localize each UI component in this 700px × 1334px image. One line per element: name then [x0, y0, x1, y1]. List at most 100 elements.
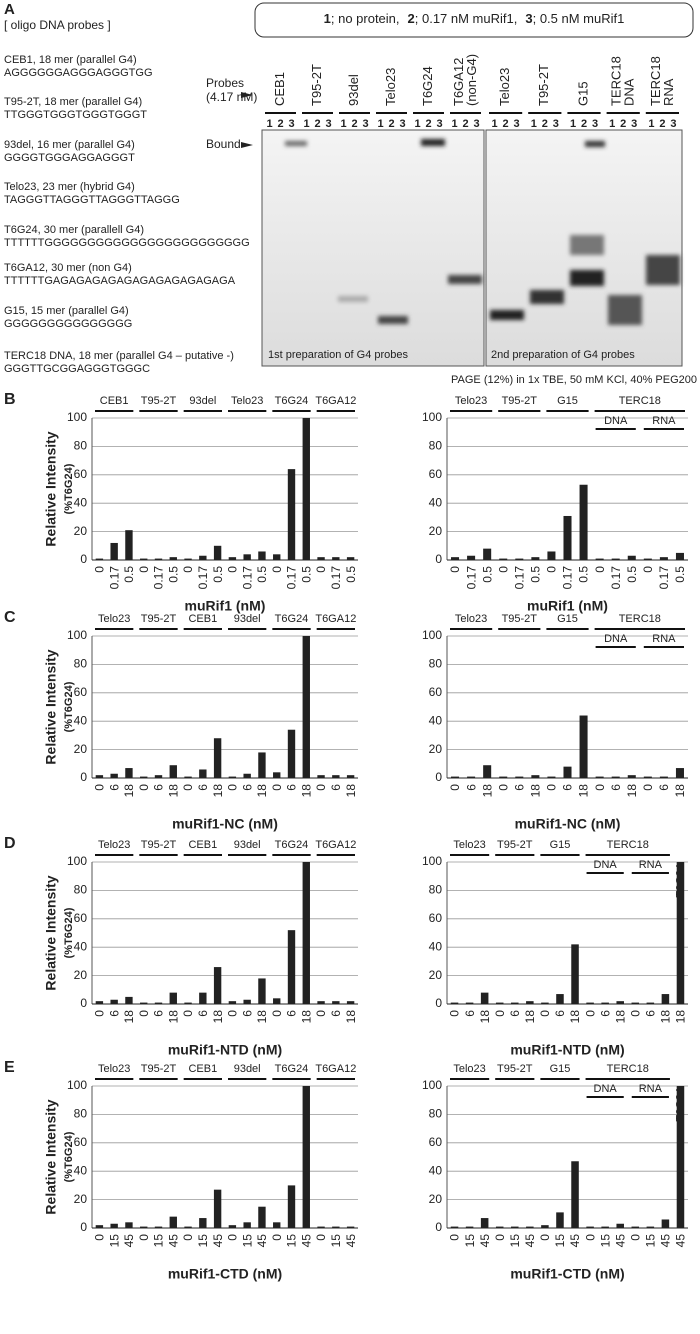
x-tick-label: 45: [344, 1234, 358, 1248]
subgroup-label: DNA: [594, 859, 618, 871]
x-tick-label: 0: [137, 1010, 151, 1017]
lane-number: 1: [648, 118, 654, 130]
group-label: T6GA12: [315, 395, 356, 407]
bar: [302, 636, 310, 778]
y-tick-label: 60: [74, 911, 88, 925]
x-tick-label: 0: [593, 566, 607, 573]
lane-number: 2: [659, 118, 665, 130]
gel-band: [570, 235, 604, 255]
y-axis-subtitle: (%T6G24): [63, 907, 75, 958]
bar: [95, 1225, 104, 1228]
bar: [258, 1206, 266, 1228]
group-label: T6GA12: [315, 1063, 356, 1075]
x-tick-label: 0: [226, 784, 240, 791]
x-tick-label: 0.17: [152, 566, 166, 590]
y-tick-label: 40: [74, 713, 88, 727]
y-tick-label: 100: [67, 410, 87, 424]
y-tick-label: 60: [74, 467, 88, 481]
bar: [467, 776, 476, 778]
x-tick-label: 6: [329, 1010, 343, 1017]
bar: [228, 1001, 237, 1004]
probe-name: T6G24, 30 mer (parallell G4): [4, 224, 144, 236]
panel-label: C: [4, 609, 16, 626]
x-tick-label: 0.5: [673, 566, 687, 583]
group-label: T6G24: [674, 1088, 686, 1122]
x-tick-label: 0: [314, 566, 328, 573]
group-label: 93del: [234, 613, 261, 625]
lane-number: 1: [377, 118, 383, 130]
group-label: CEB1: [188, 839, 217, 851]
bar: [579, 715, 588, 778]
x-tick-label: 0: [448, 566, 462, 573]
gel-band: [608, 295, 642, 325]
probe-name: G15, 15 mer (parallel G4): [4, 305, 129, 317]
y-tick-label: 80: [74, 439, 88, 453]
lane-label: TERC18: [648, 56, 663, 106]
x-tick-label: 0.17: [561, 566, 575, 590]
gel-band: [530, 290, 564, 304]
x-tick-label: 15: [329, 1234, 343, 1248]
group-label: T6G24: [275, 839, 309, 851]
y-tick-label: 0: [435, 770, 442, 784]
y-tick-label: 40: [429, 713, 443, 727]
x-tick-label: 6: [196, 1010, 210, 1017]
bar: [675, 768, 684, 778]
bar: [228, 557, 237, 560]
x-tick-label: 0: [493, 1010, 507, 1017]
bar: [243, 999, 251, 1004]
x-tick-label: 0: [270, 784, 284, 791]
group-label: T95-2T: [497, 839, 533, 851]
x-tick-label: 18: [529, 784, 543, 798]
bar: [258, 752, 266, 778]
x-axis-title: muRif1-CTD (nM): [168, 1266, 282, 1282]
y-tick-label: 20: [429, 968, 443, 982]
y-tick-label: 100: [422, 628, 442, 642]
x-tick-label: 15: [463, 1234, 477, 1248]
probe-name: 93del, 16 mer (parallel G4): [4, 139, 135, 151]
probe-name: TERC18 DNA, 18 mer (parallel G4 – putati…: [4, 350, 234, 362]
bar: [184, 558, 192, 560]
group-label: T6G24: [275, 1063, 309, 1075]
group-label: Telo23: [98, 839, 130, 851]
x-tick-label: 0: [545, 566, 559, 573]
bar: [601, 1226, 609, 1228]
bar: [199, 1218, 207, 1228]
bar: [213, 738, 222, 778]
y-tick-label: 100: [422, 854, 442, 868]
bar: [140, 1002, 148, 1004]
bar: [616, 1001, 624, 1004]
x-tick-label: 15: [285, 1234, 299, 1248]
bar: [547, 776, 556, 778]
bar: [125, 996, 133, 1004]
bar: [169, 992, 177, 1004]
bar: [287, 1185, 296, 1228]
x-tick-label: 0: [270, 566, 284, 573]
bar: [531, 775, 540, 778]
lane-number: 3: [325, 118, 331, 130]
x-tick-label: 6: [329, 784, 343, 791]
x-tick-label: 6: [152, 784, 166, 791]
probes-label: Probes: [206, 76, 244, 90]
bar: [228, 776, 237, 778]
bar: [631, 1226, 640, 1228]
lane-number: 2: [277, 118, 283, 130]
x-tick-label: 0: [181, 784, 195, 791]
y-tick-label: 40: [74, 939, 88, 953]
bar: [511, 1002, 519, 1004]
bar: [287, 930, 296, 1004]
lane-number: 1: [340, 118, 346, 130]
probes-label: (4.17 nM): [206, 90, 257, 104]
bar: [258, 978, 266, 1004]
bar: [346, 775, 355, 778]
subgroup-label: RNA: [639, 1083, 663, 1095]
legend-number: 2: [408, 11, 415, 26]
bar: [273, 998, 281, 1004]
probe-seq: GGGTTGCGGAGGGTGGGC: [4, 363, 150, 375]
bar: [499, 558, 508, 560]
x-tick-label: 45: [523, 1234, 537, 1248]
bar: [611, 558, 620, 560]
lane-label: CEB1: [272, 72, 287, 106]
x-tick-label: 0: [545, 784, 559, 791]
bar: [199, 992, 207, 1004]
bar: [95, 558, 104, 560]
